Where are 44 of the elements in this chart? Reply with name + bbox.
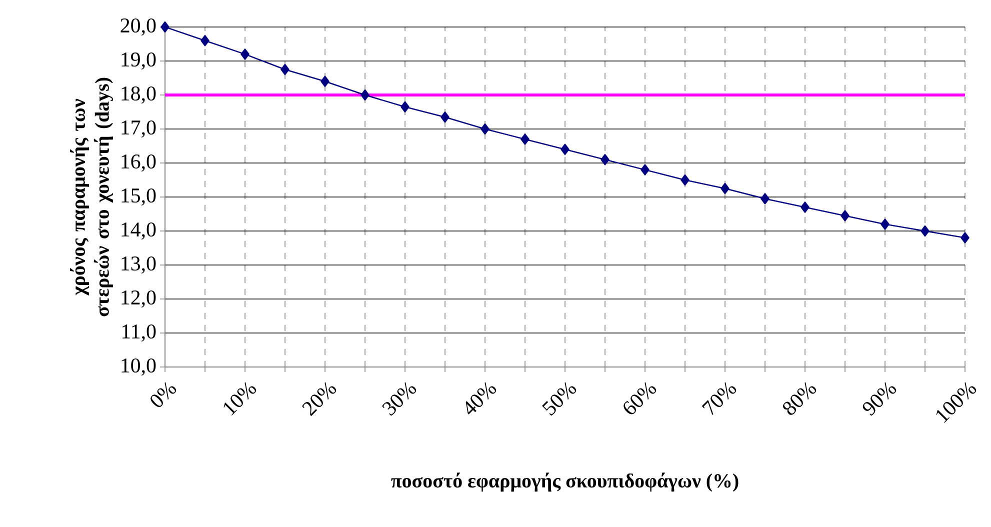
x-tick-label: 90% xyxy=(862,382,896,416)
point xyxy=(200,34,210,46)
x-tick-label: 60% xyxy=(624,382,656,414)
point xyxy=(440,111,450,123)
y-tick-label: 12,0 xyxy=(122,290,156,308)
point xyxy=(600,154,610,166)
x-tick-label: 40% xyxy=(466,382,496,414)
point xyxy=(560,144,570,156)
point xyxy=(800,202,810,213)
point xyxy=(680,174,690,186)
y-tick-label: 13,0 xyxy=(122,256,156,274)
point xyxy=(400,101,410,113)
point xyxy=(360,89,370,101)
y-tick-label: 14,0 xyxy=(122,222,156,240)
point xyxy=(920,225,930,237)
y-tick-label: 19,0 xyxy=(122,52,156,70)
y-tick-label: 15,0 xyxy=(122,188,156,206)
point xyxy=(480,123,490,135)
y-tick-label: 20,0 xyxy=(120,18,156,36)
x-tick-label: 80% xyxy=(782,382,816,415)
point xyxy=(960,232,970,244)
y-tick-label: 18,0 xyxy=(122,86,156,104)
x-tick-label: 0% xyxy=(150,382,176,408)
point xyxy=(720,182,730,194)
x-tick-label: 70% xyxy=(702,382,736,416)
y-tick-label: 10,0 xyxy=(122,358,156,376)
y-tick-label: 17,0 xyxy=(122,120,156,138)
x-tick-label: 30% xyxy=(382,382,416,416)
x-tick-label: 20% xyxy=(302,382,336,416)
point xyxy=(880,218,890,230)
y-tick-label: 11,0 xyxy=(122,324,156,342)
point xyxy=(320,76,330,88)
point xyxy=(840,210,850,222)
point xyxy=(640,164,650,176)
y-axis-title: χρόνος παραμονής των στερεών στο χονευτή (days) xyxy=(70,78,114,316)
point xyxy=(760,193,770,204)
point xyxy=(160,21,170,33)
x-axis-title: ποσοστό εφαρμογής σκουπιδοφάγων (%) xyxy=(391,472,738,492)
point xyxy=(520,134,530,145)
point xyxy=(240,48,250,60)
x-tick-label: 50% xyxy=(542,382,576,416)
y-tick-label: 16,0 xyxy=(122,154,156,172)
point xyxy=(280,64,290,76)
x-tick-label: 10% xyxy=(224,382,256,416)
